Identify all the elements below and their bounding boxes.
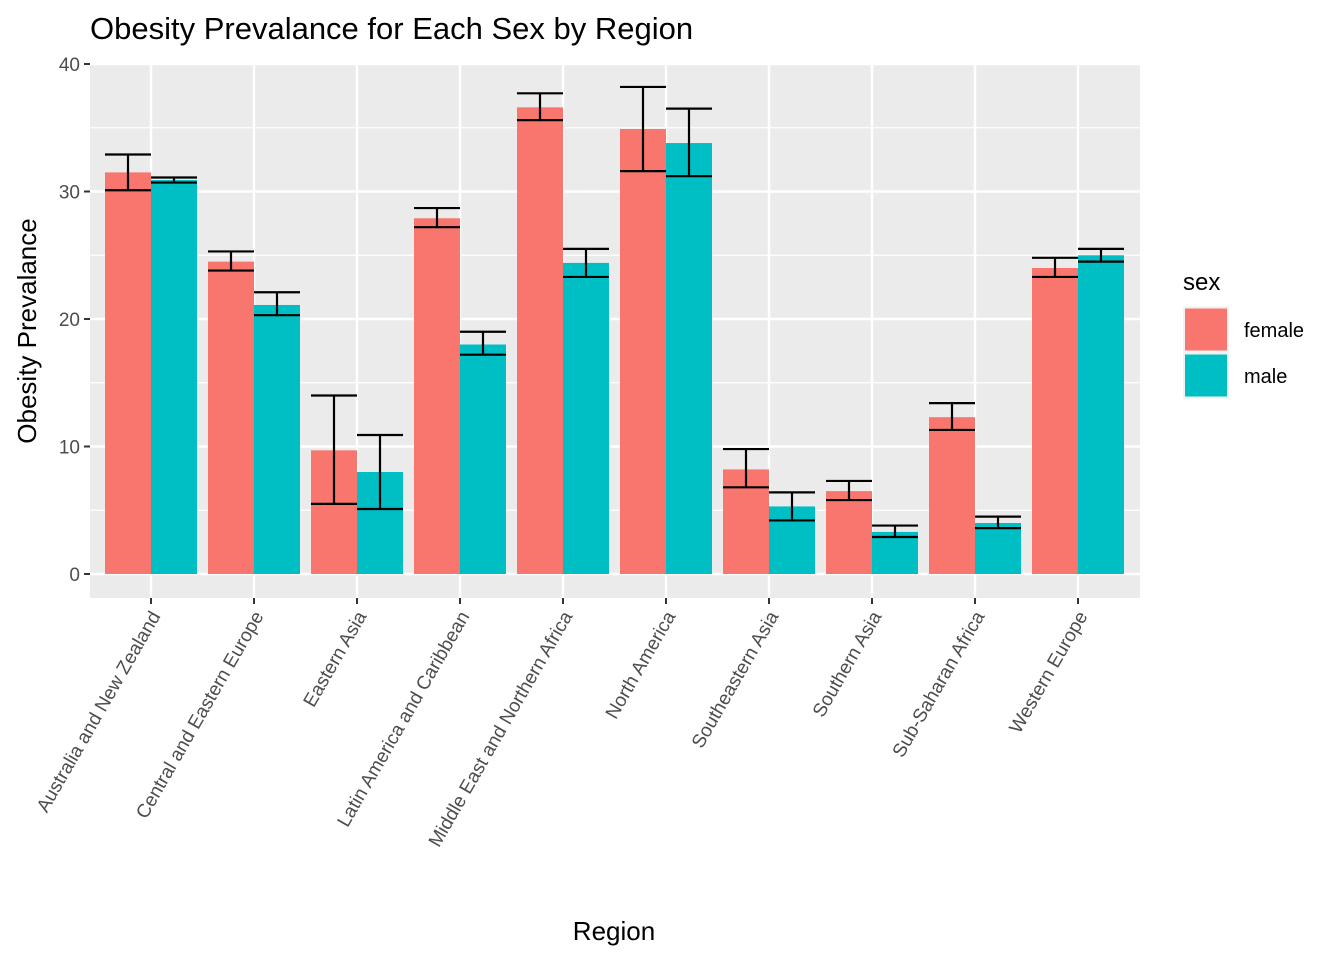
bar-female: [620, 129, 666, 574]
error-bar: [357, 433, 403, 511]
y-axis-title: Obesity Prevalance: [12, 218, 42, 443]
bar-male: [563, 262, 609, 574]
bar-male: [975, 523, 1021, 574]
error-bar: [666, 107, 712, 178]
bar-male: [460, 344, 506, 574]
x-tick-label: Sub-Saharan Africa: [889, 608, 990, 762]
error-bar: [872, 524, 918, 539]
x-tick-label: Southern Asia: [809, 608, 887, 721]
error-bar: [460, 330, 506, 356]
bar-male: [1078, 255, 1124, 574]
legend-items: female male: [1183, 306, 1304, 399]
x-tick-label: Eastern Asia: [300, 608, 372, 711]
legend-title: sex: [1183, 269, 1220, 296]
error-bar: [151, 176, 197, 184]
error-bar: [929, 402, 975, 432]
error-bar: [517, 92, 563, 122]
error-bars: [105, 85, 1124, 539]
bar-female: [105, 172, 151, 574]
bar-male: [254, 304, 300, 574]
error-bar: [826, 479, 872, 502]
error-bar: [975, 515, 1021, 530]
y-tick-label: 40: [59, 55, 80, 76]
bar-female: [929, 417, 975, 574]
bar-female: [1032, 268, 1078, 574]
bar-female: [517, 107, 563, 574]
bar-female: [826, 491, 872, 574]
legend-item-female: female: [1183, 306, 1304, 353]
y-tick-label: 20: [59, 310, 80, 331]
x-tick-label: Southeastern Asia: [688, 608, 784, 752]
legend-item-male: male: [1183, 352, 1287, 399]
error-bar: [769, 491, 815, 522]
x-tick-label: Western Europe: [1006, 608, 1093, 737]
legend-swatch-male: [1185, 354, 1227, 397]
error-bar: [254, 291, 300, 317]
error-bar: [620, 85, 666, 173]
legend-swatch-female: [1185, 308, 1227, 351]
error-bar: [1078, 247, 1124, 263]
bars: [105, 107, 1124, 575]
error-bar: [311, 394, 357, 505]
bar-male: [151, 180, 197, 574]
x-axis-title: Region: [573, 916, 655, 946]
error-bar: [208, 250, 254, 272]
y-tick-label: 0: [69, 565, 80, 586]
legend-label-male: male: [1244, 366, 1287, 388]
y-tick-label: 10: [59, 438, 80, 459]
bar-male: [872, 531, 918, 574]
legend-label-female: female: [1244, 320, 1304, 342]
bar-male: [666, 143, 712, 575]
bar-female: [208, 261, 254, 574]
x-tick-label: North America: [602, 608, 681, 723]
y-tick-label: 30: [59, 183, 80, 204]
chart-title: Obesity Prevalance for Each Sex by Regio…: [90, 11, 693, 46]
bar-female: [414, 218, 460, 574]
error-bar: [723, 447, 769, 489]
error-bar: [563, 247, 609, 279]
x-tick-label: Australia and New Zealand: [33, 608, 165, 816]
error-bar: [1032, 256, 1078, 279]
error-bar: [105, 153, 151, 192]
error-bar: [414, 206, 460, 229]
legend: sex female male: [1183, 269, 1304, 399]
